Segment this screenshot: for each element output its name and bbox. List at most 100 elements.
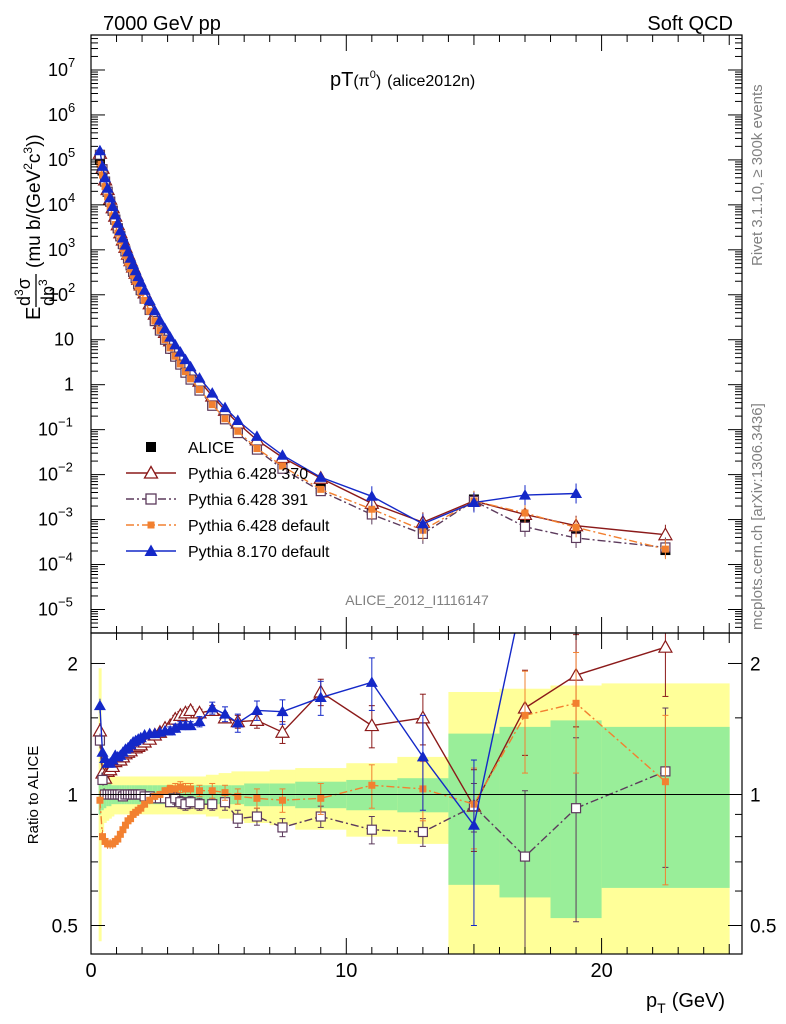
ratio-point-pythia-6-428-default — [116, 830, 124, 838]
svg-text:dp3: dp3 — [36, 279, 58, 306]
main-point-pythia-6-428-default — [221, 415, 229, 423]
header-left-text: 7000 GeV pp — [103, 13, 221, 35]
main-point-pythia-8-170-default — [467, 496, 480, 507]
main-ytick-label: 10−5 — [38, 594, 73, 619]
main-ytick-label: 10−1 — [38, 415, 73, 440]
ratio-point-pythia-8-170-default — [164, 724, 177, 736]
main-point-pythia-8-170-default — [231, 414, 244, 425]
ratio-point-pythia-6-428-391 — [185, 797, 196, 808]
ratio-point-pythia-6-428-370 — [364, 717, 380, 732]
header-right-text: Soft QCD — [647, 13, 733, 35]
ratio-point-pythia-6-428-391 — [251, 811, 263, 822]
ratio-point-pythia-6-428-default — [661, 778, 669, 786]
main-line-pythia-6-428-391 — [99, 154, 666, 549]
ratio-point-pythia-6-428-391 — [94, 735, 106, 746]
ratio-point-pythia-6-428-391 — [207, 799, 218, 810]
ratio-point-pythia-6-428-391 — [366, 824, 377, 835]
main-point-pythia-6-428-default — [134, 283, 142, 291]
ytick-exponent: −3 — [58, 505, 73, 520]
legend-entry-alice: ALICE — [146, 440, 234, 457]
svg-text:(mu b/(GeV2c3)): (mu b/(GeV2c3)) — [21, 134, 45, 268]
ylabel-units-csup: 3 — [21, 147, 35, 154]
ytick-base: 10 — [54, 330, 74, 350]
ratio-point-pythia-8-170-default — [184, 719, 197, 731]
legend-label-pythia6-default: Pythia 6.428 default — [188, 518, 330, 535]
xlabel-p: p — [646, 990, 657, 1012]
main-point-pythia-8-170-default — [114, 224, 127, 236]
xlabel: pT (GeV) — [646, 990, 725, 1016]
main-point-pythia-8-170-default — [179, 353, 192, 365]
ytick-base: 1 — [64, 375, 74, 395]
ytick-base: 10 — [48, 240, 68, 260]
main-point-pythia-8-170-default — [159, 322, 172, 334]
ratio-point-pythia-6-428-default — [176, 783, 184, 791]
main-point-pythia-6-428-default — [521, 509, 529, 517]
ratio-point-pythia-6-428-default — [151, 792, 159, 800]
main-point-pythia-8-170-default — [250, 430, 263, 441]
main-ytick-label: 102 — [48, 280, 75, 305]
xlabel-units: (GeV) — [672, 990, 725, 1012]
main-point-pythia-8-170-default — [99, 171, 112, 183]
ratio-point-pythia-6-428-370 — [657, 639, 673, 653]
main-point-pythia-6-428-default — [98, 171, 106, 179]
main-point-pythia-6-428-default — [181, 368, 189, 376]
ratio-point-pythia-6-428-default — [166, 785, 174, 793]
ratio-ytick-label-right: 0.5 — [750, 916, 776, 937]
axes-group: 10−510−410−310−210−111010210310410510610… — [38, 34, 776, 982]
ylabel-E: E — [23, 307, 45, 320]
main-series-pythia-6-428-370 — [92, 145, 673, 545]
analysis-tag: ALICE_2012_I1116147 — [345, 592, 489, 608]
main-point-pythia-8-170-default — [116, 232, 129, 243]
ytick-base: 10 — [38, 420, 58, 440]
main-point-pythia-6-428-default — [208, 401, 216, 409]
legend-marker-pythia6-391 — [145, 493, 157, 505]
ytick-exponent: 7 — [68, 55, 75, 70]
main-point-pythia-6-428-default — [368, 505, 376, 513]
main-point-pythia-8-170-default — [96, 160, 109, 171]
main-point-pythia-8-170-default — [174, 346, 187, 357]
ytick-exponent: 3 — [68, 235, 75, 250]
main-point-pythia-8-170-default — [193, 372, 206, 383]
main-point-pythia-6-428-391 — [519, 521, 531, 532]
ratio-ytick-label-right: 1 — [750, 785, 761, 806]
ytick-exponent: −2 — [58, 460, 73, 475]
ratio-line-pythia8-overflow — [473, 632, 516, 826]
ytick-base: 10 — [48, 105, 68, 125]
title-close: ) — [376, 73, 381, 90]
main-point-pythia-8-170-default — [519, 489, 531, 500]
ylabel-units-c: c — [24, 154, 45, 164]
main-point-pythia-8-170-default — [276, 449, 289, 460]
ratio-point-pythia-6-428-default — [278, 796, 286, 804]
ytick-base: 10 — [48, 195, 68, 215]
main-point-pythia-6-428-default — [146, 307, 154, 315]
ratio-point-pythia-8-170-default — [276, 705, 289, 717]
title-tag: (alice2012n) — [387, 73, 475, 90]
legend-label-pythia8-default: Pythia 8.170 default — [188, 544, 330, 561]
main-point-pythia-8-170-default — [164, 331, 177, 342]
main-point-pythia-6-428-default — [572, 523, 580, 531]
ratio-frame — [90, 632, 743, 955]
ratio-point-pythia-6-428-default — [119, 826, 127, 834]
ratio-point-pythia-6-428-default — [161, 787, 169, 795]
main-point-pythia-6-428-default — [156, 327, 164, 335]
ratio-point-pythia-8-170-default — [314, 691, 327, 703]
main-point-pythia-8-170-default — [109, 208, 122, 220]
main-point-pythia-8-170-default — [184, 360, 197, 372]
main-ytick-label: 105 — [48, 145, 75, 170]
ytick-base: 10 — [48, 285, 68, 305]
main-point-pythia-8-170-default — [153, 314, 166, 325]
main-point-pythia-8-170-default — [206, 387, 219, 398]
ratio-point-pythia-6-428-391 — [570, 803, 582, 814]
main-point-pythia-8-170-default — [365, 490, 378, 501]
title-main: pT — [330, 69, 353, 91]
ylabel-units-close: )) — [24, 134, 45, 147]
xtick-label: 0 — [85, 960, 96, 982]
ratio-point-pythia-8-170-default — [96, 746, 109, 757]
ratio-point-pythia-8-170-default — [169, 722, 182, 733]
ratio-point-pythia-8-170-default — [206, 702, 219, 713]
ratio-point-pythia-8-170-default — [365, 676, 378, 687]
main-line-pythia-6-428-370 — [99, 153, 666, 536]
legend-label-pythia6-391: Pythia 6.428 391 — [188, 492, 308, 509]
main-ytick-label: 106 — [48, 100, 75, 125]
